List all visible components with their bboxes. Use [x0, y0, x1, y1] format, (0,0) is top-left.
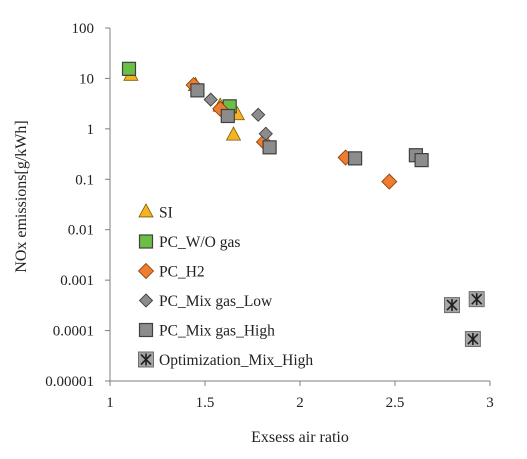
- data-point: [464, 331, 481, 348]
- tick-labels: 1 1.5 2 2.5 3 0.00001 0.0001 0.001 0.01 0.1 1 10 100: [45, 21, 494, 411]
- legend-marker-shape: [138, 203, 154, 218]
- series-5: [444, 291, 485, 348]
- series-4: [190, 83, 429, 168]
- data-point-shape: [381, 173, 398, 190]
- data-point-shape: [203, 92, 218, 107]
- data-point: [414, 153, 429, 168]
- x-axis-title: Exsess air ratio: [251, 429, 349, 446]
- y-tick-label: 0.001: [60, 273, 94, 289]
- data-point: [220, 108, 235, 124]
- x-tick-label: 2: [296, 395, 304, 411]
- data-point: [203, 92, 218, 107]
- legend-marker: [138, 351, 154, 368]
- legend-label: PC_Mix gas_High: [159, 323, 275, 340]
- data-marks: [121, 61, 485, 348]
- legend-label: PC_H2: [159, 264, 205, 281]
- data-point: [121, 61, 137, 76]
- legend-label: PC_Mix gas_Low: [159, 293, 273, 310]
- data-point-shape: [414, 153, 429, 168]
- x-tick-label: 2.5: [386, 395, 405, 411]
- y-tick-label: 10: [79, 71, 94, 87]
- data-point-shape: [348, 151, 363, 166]
- legend-label: Optimization_Mix_High: [159, 352, 313, 369]
- data-point: [190, 83, 205, 98]
- data-point-shape: [225, 126, 242, 141]
- series-2: [185, 76, 398, 190]
- data-point-shape: [251, 107, 266, 122]
- legend-marker-shape: [138, 293, 154, 308]
- legend-marker: [138, 293, 154, 308]
- data-point: [468, 291, 485, 308]
- y-tick-label: 0.1: [75, 172, 94, 188]
- legend-marker-shape: [138, 234, 154, 249]
- data-point: [381, 173, 398, 190]
- y-tick-label: 0.01: [68, 223, 94, 239]
- data-point: [262, 140, 277, 155]
- y-axis-title: NOx emissions[g/kWh]: [13, 120, 30, 272]
- y-tick-label: 0.0001: [53, 324, 94, 340]
- legend-marker: [138, 203, 154, 218]
- data-point-shape: [190, 83, 205, 98]
- legend-label: PC_W/O gas: [159, 234, 240, 251]
- series-3: [203, 92, 273, 141]
- data-point: [251, 107, 266, 122]
- y-tick-label: 1: [87, 122, 95, 138]
- legend-marker: [138, 322, 154, 338]
- legend-marker-shape: [137, 262, 155, 280]
- data-point-shape: [262, 140, 277, 155]
- x-tick-label: 3: [486, 395, 494, 411]
- data-point-shape: [220, 108, 235, 124]
- legend-label: SI: [159, 205, 173, 222]
- data-point: [348, 151, 363, 166]
- y-tick-label: 100: [72, 21, 95, 37]
- legend-marker-shape: [138, 322, 154, 338]
- legend: SI PC_W/O gas PC_H2 PC_Mix gas_Low PC_Mix ga…: [137, 203, 313, 369]
- x-tick-label: 1.5: [196, 395, 215, 411]
- legend-marker: [137, 262, 155, 280]
- data-point: [444, 297, 460, 314]
- y-tick-label: 0.00001: [45, 374, 94, 390]
- axes: [105, 27, 491, 386]
- legend-marker: [138, 234, 154, 249]
- data-point-shape: [121, 61, 137, 76]
- data-point: [225, 126, 242, 141]
- x-tick-label: 1: [106, 395, 114, 411]
